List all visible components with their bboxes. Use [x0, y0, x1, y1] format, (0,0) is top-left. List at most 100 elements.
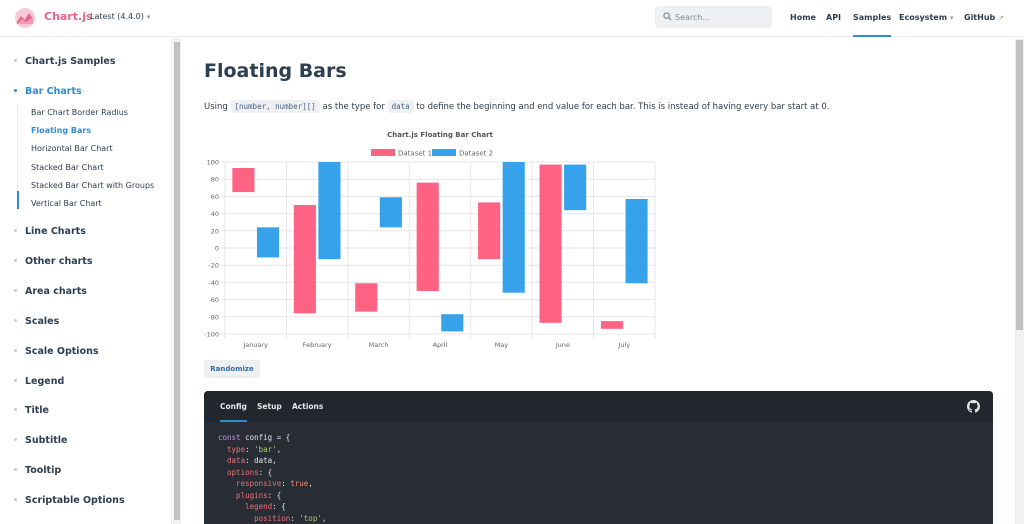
legend-swatch [371, 149, 395, 156]
tab-config[interactable]: Config [220, 402, 247, 422]
legend-swatch [432, 149, 456, 156]
x-tick-label: May [495, 341, 509, 349]
sidebar-section-chartjs-samples[interactable]: Chart.js Samples [14, 56, 116, 67]
bar-2-june [564, 164, 587, 211]
code-token: 'bar' [254, 444, 277, 454]
external-link-icon: ↗ [998, 14, 1005, 22]
sidebar-item-horizontal-bar-chart[interactable]: Horizontal Bar Chart [31, 144, 113, 153]
nav-samples[interactable]: Samples [853, 13, 892, 37]
desc-text-3: to define the beginning and end value fo… [416, 102, 830, 112]
y-tick-label: 40 [211, 210, 219, 218]
sidebar-section-line-charts[interactable]: Line Charts [14, 226, 86, 237]
bullet-icon [14, 408, 17, 411]
sidebar-section-scriptable-options[interactable]: Scriptable Options [14, 495, 125, 506]
sidebar-section-legend[interactable]: Legend [14, 376, 64, 387]
sidebar-section-scales[interactable]: Scales [14, 316, 59, 327]
sidebar-item-floating-bars[interactable]: Floating Bars [31, 126, 92, 135]
bullet-icon [14, 59, 17, 62]
sidebar-scrollbar[interactable] [173, 38, 181, 524]
y-tick-label: 20 [211, 227, 219, 235]
brand-name[interactable]: Chart.js [44, 10, 93, 23]
sidebar-section-title[interactable]: Title [14, 405, 49, 416]
bar-1-march [355, 283, 378, 312]
code-token: : data, [245, 456, 277, 465]
bullet-icon [14, 379, 17, 382]
search-input[interactable] [675, 9, 767, 25]
code-token: position [218, 513, 291, 523]
sidebar-section-label: Line Charts [25, 226, 86, 237]
sidebar-section-bar-charts[interactable]: Bar Charts [14, 86, 82, 97]
bullet-icon [14, 498, 17, 501]
sidebar-section-area-charts[interactable]: Area charts [14, 286, 87, 297]
sidebar-item-stacked-bar-chart-groups[interactable]: Stacked Bar Chart with Groups [31, 181, 155, 190]
sidebar-section-scale-options[interactable]: Scale Options [14, 346, 99, 357]
nav-ecosystem[interactable]: Ecosystem ▾ [899, 13, 954, 22]
code-token: true [290, 479, 309, 488]
code-token: plugins [218, 490, 268, 500]
code-token: type [218, 444, 246, 454]
sidebar-section-label: Scales [25, 316, 60, 327]
sidebar: Chart.js Samples Bar Charts Bar Chart Bo… [0, 38, 172, 524]
nav-ecosystem-label: Ecosystem [899, 13, 948, 22]
github-icon[interactable] [967, 400, 980, 413]
bullet-icon [14, 438, 17, 441]
search-icon [663, 12, 672, 21]
active-item-marker [17, 191, 19, 209]
y-tick-label: 100 [207, 159, 219, 167]
code-tab-bar: Config Setup Actions [204, 391, 993, 422]
tab-actions[interactable]: Actions [292, 402, 324, 411]
bullet-icon [14, 349, 17, 352]
x-tick-label: January [242, 341, 268, 349]
page-scrollbar-thumb[interactable] [1016, 40, 1023, 330]
bar-1-january [232, 168, 255, 193]
bullet-icon [14, 259, 17, 262]
code-token: legend [218, 502, 273, 511]
code-token: : { [267, 490, 282, 500]
desc-text-2: as the type for [322, 102, 385, 112]
bullet-icon [14, 229, 17, 232]
x-tick-label: February [303, 341, 332, 349]
desc-code-number-array: [number, number][] [230, 100, 320, 113]
version-select[interactable]: Latest (4.4.0) ▾ [90, 12, 150, 21]
chart-title: Chart.js Floating Bar Chart [387, 131, 493, 139]
page-scrollbar[interactable] [1015, 38, 1024, 524]
code-block: const config = { type: 'bar', data: data… [218, 433, 327, 523]
sidebar-section-subtitle[interactable]: Subtitle [14, 435, 67, 446]
x-tick-label: April [433, 341, 448, 349]
search-box[interactable] [655, 6, 772, 28]
code-panel: Config Setup Actions const config = { ty… [204, 391, 993, 524]
sidebar-item-vertical-bar-chart[interactable]: Vertical Bar Chart [31, 199, 102, 208]
bar-2-january [256, 227, 280, 258]
bullet-icon [14, 89, 17, 92]
nav-api[interactable]: API [826, 13, 842, 22]
tab-setup[interactable]: Setup [257, 402, 282, 411]
bar-2-february [318, 162, 341, 260]
sidebar-item-bar-chart-border-radius[interactable]: Bar Chart Border Radius [31, 108, 128, 117]
bullet-icon [14, 289, 17, 292]
x-tick-label: July [617, 341, 630, 349]
x-tick-label: March [369, 341, 389, 349]
y-tick-label: -60 [208, 296, 219, 304]
chartjs-logo-icon[interactable] [14, 7, 36, 29]
sidebar-item-stacked-bar-chart[interactable]: Stacked Bar Chart [31, 163, 104, 172]
y-tick-label: -20 [208, 262, 219, 270]
legend-label: Dataset 1 [398, 150, 432, 158]
sidebar-section-label: Area charts [25, 286, 87, 297]
floating-bar-chart: Chart.js Floating Bar Chart Dataset 1 Data… [204, 131, 656, 349]
sidebar-section-tooltip[interactable]: Tooltip [14, 465, 61, 476]
nav-github[interactable]: GitHub ↗ [964, 13, 1004, 22]
desc-text-1: Using [204, 102, 228, 112]
chevron-down-icon: ▾ [146, 13, 151, 21]
randomize-button[interactable]: Randomize [204, 360, 260, 378]
bar-2-april [441, 314, 464, 332]
sidebar-scrollbar-thumb[interactable] [174, 42, 180, 520]
code-token: : { [272, 502, 286, 511]
sidebar-section-other-charts[interactable]: Other charts [14, 256, 93, 267]
sidebar-section-label: Scriptable Options [25, 495, 125, 506]
bar-1-february [293, 205, 316, 314]
code-token: data [218, 456, 246, 465]
nav-home[interactable]: Home [790, 13, 816, 22]
bar-2-march [379, 197, 402, 228]
y-tick-label: -100 [204, 331, 219, 339]
code-token: : { [258, 467, 273, 477]
